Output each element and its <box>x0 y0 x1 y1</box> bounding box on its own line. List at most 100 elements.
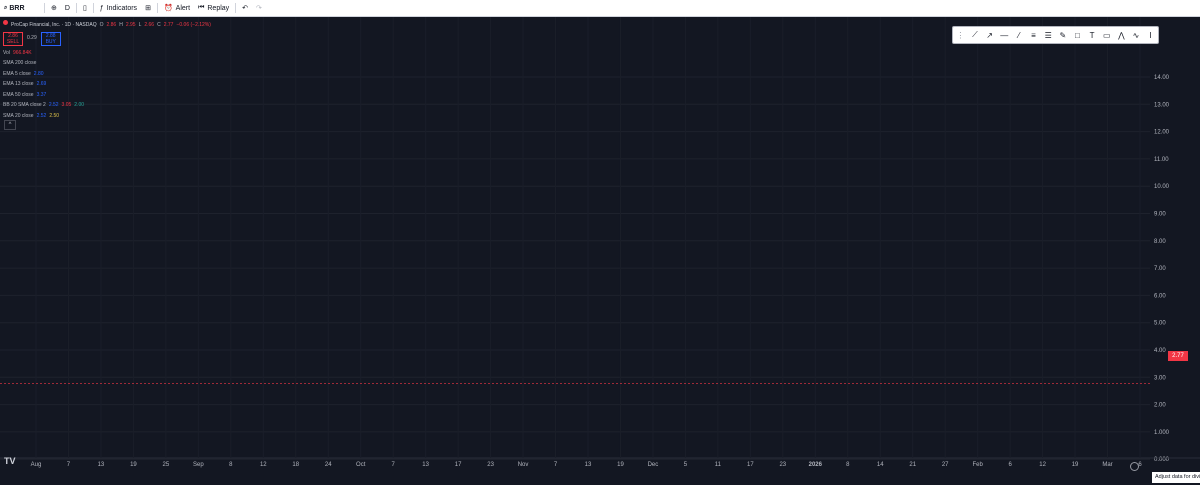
time-tick-label: Feb <box>972 462 983 468</box>
legend-title: ProCap Financial, Inc. · 1D · NASDAQ <box>11 22 97 28</box>
price-tick-label: 5.00 <box>1154 321 1166 327</box>
sell-price: 2.86 <box>8 32 18 39</box>
time-tick-label: 12 <box>1039 462 1046 468</box>
parallel-channel-icon[interactable]: ≡ <box>1031 30 1036 40</box>
price-tick-label: 9.00 <box>1154 212 1166 218</box>
time-tick-label: Dec <box>648 462 659 468</box>
adjust-dividends-button[interactable]: Adjust data for dividends <box>1152 472 1200 483</box>
templates-button[interactable]: ⊞ <box>141 0 155 16</box>
compare-button[interactable]: ⊕ <box>47 0 61 16</box>
ema50-value: 3.37 <box>36 91 47 98</box>
price-tick-label: 1.000 <box>1154 430 1170 436</box>
legend-ema13[interactable]: EMA 13 close 2.69 <box>3 79 211 90</box>
sell-button[interactable]: 2.86 SELL <box>3 31 23 46</box>
time-tick-label: Nov <box>518 462 529 468</box>
interval-button[interactable]: D <box>61 0 74 16</box>
undo-button[interactable]: ↶ <box>238 0 252 16</box>
text-icon[interactable]: T <box>1089 30 1095 40</box>
cursor-icon[interactable]: Ι <box>1149 30 1152 40</box>
time-tick-label: Mar <box>1102 462 1112 468</box>
price-tick-label: 7.00 <box>1154 266 1166 272</box>
grid-icon: ⊞ <box>145 5 151 12</box>
brush-icon[interactable]: ✎ <box>1059 30 1067 40</box>
legend-high: 2.95 <box>125 22 136 28</box>
indicators-icon: ƒ <box>99 4 104 12</box>
sma200-label: SMA 200 close <box>3 60 37 66</box>
legend-c-label: C <box>157 22 161 28</box>
time-tick-label: 8 <box>846 462 850 468</box>
time-tick-label: 7 <box>554 462 558 468</box>
legend-volume[interactable]: Vol 966.84K <box>3 48 211 59</box>
time-tick-label: 14 <box>877 462 884 468</box>
redo-button[interactable]: ↷ <box>252 0 266 16</box>
alert-button[interactable]: ⏰ Alert <box>160 0 194 16</box>
legend-collapse-button[interactable]: ^ <box>4 120 16 130</box>
time-tick-label: Sep <box>193 462 204 468</box>
time-tick-label: 11 <box>715 462 722 468</box>
buy-price: 2.88 <box>45 32 56 39</box>
replay-button[interactable]: ⏮ Replay <box>194 0 233 16</box>
horizontal-line-icon[interactable]: — <box>1000 30 1009 40</box>
callout-icon[interactable]: ▭ <box>1102 30 1111 40</box>
price-tick-label: 3.00 <box>1154 375 1166 381</box>
time-tick-label: 17 <box>455 462 462 468</box>
price-tick-label: 10.00 <box>1154 184 1170 190</box>
time-tick-label: 6 <box>1138 462 1142 468</box>
legend-ema5[interactable]: EMA 5 close 2.80 <box>3 69 211 80</box>
price-tick-label: 11.00 <box>1154 157 1169 163</box>
divider <box>75 3 77 13</box>
indicators-label: Indicators <box>106 4 138 12</box>
last-price-label: 2.77 <box>1168 351 1188 361</box>
legend-sma200[interactable]: SMA 200 close <box>3 58 211 69</box>
divider <box>156 3 158 13</box>
time-tick-label: 13 <box>98 462 105 468</box>
buy-label: BUY <box>45 38 56 45</box>
vol-value: 966.84K <box>12 49 32 56</box>
time-tick-label: 19 <box>617 462 624 468</box>
divider <box>92 3 94 13</box>
time-tick-label: 19 <box>130 462 137 468</box>
bb-upper: 3.05 <box>61 102 72 108</box>
extended-line-icon[interactable]: ⁄ <box>1018 30 1020 40</box>
price-tick-label: 8.00 <box>1154 239 1166 245</box>
time-tick-label: 18 <box>292 462 299 468</box>
divider <box>235 3 237 13</box>
fib-icon[interactable]: ☰ <box>1044 30 1052 40</box>
divider <box>44 3 45 13</box>
rectangle-icon[interactable]: □ <box>1075 30 1080 40</box>
alert-label: Alert <box>175 4 191 12</box>
legend-bb[interactable]: BB 20 SMA close 2 2.52 3.05 2.00 <box>3 100 211 111</box>
bb-lower: 2.00 <box>74 102 85 108</box>
ray-icon[interactable]: ↗ <box>986 30 993 40</box>
legend-change: −0.06 (−2.12%) <box>176 22 211 28</box>
chart-settings-icon[interactable] <box>1130 462 1139 471</box>
time-tick-label: 27 <box>942 462 949 468</box>
pattern-icon[interactable]: ⋀ <box>1118 30 1125 40</box>
elliott-icon[interactable]: ∿ <box>1132 30 1140 40</box>
chevron-up-icon: ^ <box>8 122 12 128</box>
time-tick-label: 13 <box>422 462 429 468</box>
symbol-search[interactable]: ⌕ BRR <box>0 0 42 16</box>
legend-low: 2.66 <box>144 22 155 28</box>
time-tick-label: 7 <box>392 462 396 468</box>
drag-handle-icon[interactable]: ⋮ <box>956 30 965 40</box>
sma20-value: 2.52 <box>36 112 47 119</box>
price-chart[interactable]: 14.00 13.00 12.00 11.00 10.00 9.00 8.00 7.00 6.0… <box>0 17 1200 469</box>
price-tick-label: 2.00 <box>1154 403 1166 409</box>
tradingview-logo-icon: TV <box>4 456 16 466</box>
time-tick-label: 6 <box>1008 462 1012 468</box>
indicators-button[interactable]: ƒ Indicators <box>96 0 141 16</box>
legend-ema50[interactable]: EMA 50 close 3.37 <box>3 90 211 101</box>
undo-icon: ↶ <box>242 5 249 12</box>
trend-line-icon[interactable]: ⟋ <box>972 30 978 39</box>
interval-label: D <box>64 4 70 12</box>
legend-open: 2.86 <box>106 22 117 28</box>
price-tick-label: 4.00 <box>1154 348 1166 354</box>
time-tick-label: 23 <box>779 462 786 468</box>
buy-button[interactable]: 2.88 BUY <box>40 31 61 46</box>
chart-type-button[interactable]: ▯ <box>79 0 91 16</box>
vol-label: Vol <box>3 49 10 56</box>
ema5-value: 2.80 <box>33 70 44 77</box>
legend-sma20[interactable]: SMA 20 close 2.52 2.50 <box>3 111 211 122</box>
compare-icon: ⊕ <box>51 5 57 12</box>
